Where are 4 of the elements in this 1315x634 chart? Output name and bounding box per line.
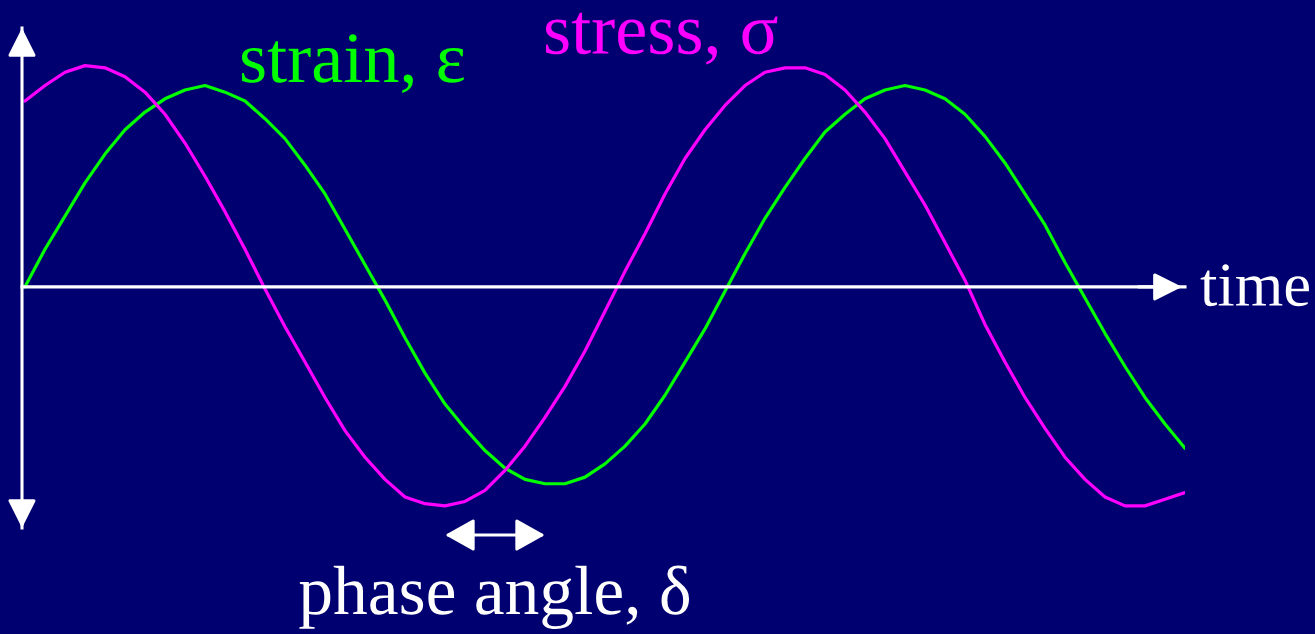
series-label: strain, ε [241,34,464,94]
series-label: stress, σ [545,12,778,65]
x-axis-title: time [1200,264,1309,307]
text: phase angle, δ [299,565,690,629]
